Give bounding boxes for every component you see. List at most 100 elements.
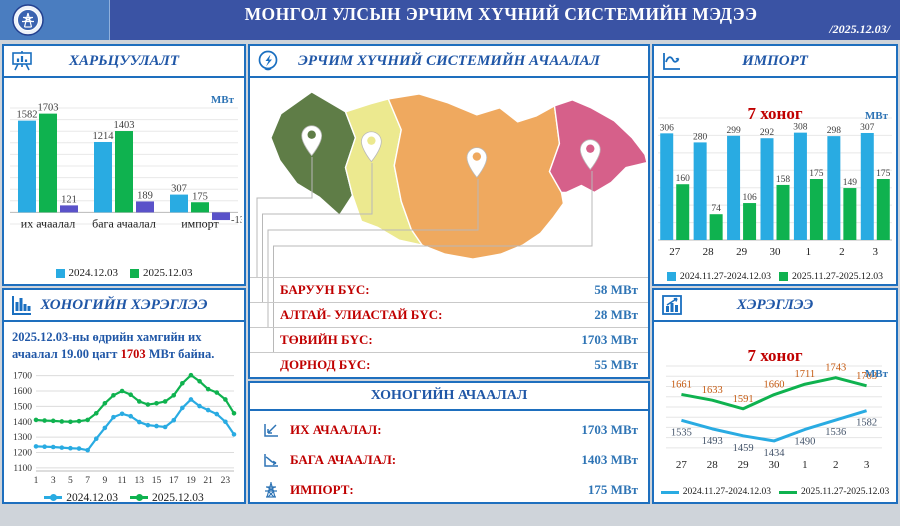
svg-text:17: 17 bbox=[169, 476, 179, 486]
svg-text:306: 306 bbox=[660, 123, 675, 133]
panel-map-header: ЭРЧИМ ХҮЧНИЙ СИСТЕМИЙН АЧААЛАЛ bbox=[250, 46, 648, 78]
svg-text:их ачаалал: их ачаалал bbox=[21, 216, 75, 230]
weekly-legend: 2024.11.27-2024.12.03 2025.11.27-2025.12.… bbox=[654, 487, 896, 497]
power-plug-circle-icon bbox=[250, 49, 286, 73]
daily-max-note: 2025.12.03-ны өдрийн хамгийн их ачаалал … bbox=[12, 330, 215, 361]
load-row-max: ИХ АЧААЛАЛ: 1703 МВт bbox=[262, 415, 638, 445]
panel-map-title: ЭРЧИМ ХҮЧНИЙ СИСТЕМИЙН АЧААЛАЛ bbox=[298, 52, 600, 69]
pin-west bbox=[301, 125, 323, 157]
svg-text:29: 29 bbox=[736, 246, 748, 258]
svg-text:1500: 1500 bbox=[13, 402, 32, 412]
svg-text:175: 175 bbox=[876, 169, 891, 179]
import-legend: 2024.11.27-2024.12.03 2025.11.27-2025.12.… bbox=[654, 271, 896, 282]
panel-comparison-title: ХАРЬЦУУЛАЛТ bbox=[69, 52, 179, 69]
min-load-trend-icon bbox=[264, 454, 278, 467]
svg-text:160: 160 bbox=[676, 174, 691, 184]
svg-text:307: 307 bbox=[860, 123, 875, 133]
histogram-icon bbox=[4, 293, 40, 317]
panel-daily-consumption: ХОНОГИЙН ХЭРЭГЛЭЭ 2025.12.03-ны өдрийн х… bbox=[2, 288, 246, 504]
legend-item: 2024.12.03 bbox=[55, 267, 118, 279]
svg-text:1459: 1459 bbox=[733, 443, 754, 454]
unit-label: МВт bbox=[210, 94, 234, 106]
svg-text:2: 2 bbox=[833, 459, 839, 471]
legend-item: 2024.11.27-2024.12.03 bbox=[660, 487, 771, 497]
svg-text:27: 27 bbox=[669, 246, 681, 258]
svg-text:1703: 1703 bbox=[38, 103, 59, 114]
import-subtitle: 7 хоног bbox=[747, 104, 803, 123]
svg-text:1591: 1591 bbox=[733, 394, 754, 405]
weekly-subtitle: 7 хоног bbox=[747, 346, 803, 365]
load-row-import: ИМПОРТ: 175 МВт bbox=[262, 475, 638, 505]
svg-text:7: 7 bbox=[85, 476, 90, 486]
svg-text:189: 189 bbox=[137, 190, 153, 201]
svg-text:1: 1 bbox=[806, 246, 812, 258]
unit-label: МВт bbox=[864, 368, 888, 380]
pylon-icon bbox=[265, 482, 277, 498]
pin-altai bbox=[361, 131, 382, 163]
svg-text:307: 307 bbox=[171, 184, 187, 195]
header-bar: МОНГОЛ УЛСЫН ЭРЧИМ ХҮЧНИЙ СИСТЕМИЙН МЭДЭ… bbox=[0, 0, 900, 40]
svg-text:1: 1 bbox=[34, 476, 39, 486]
region-row-central: ТӨВИЙН БҮС: 1703 МВт bbox=[250, 327, 648, 352]
legend-item: 2025.12.03 bbox=[130, 267, 193, 279]
region-row-altai: АЛТАЙ- УЛИАСТАЙ БҮС: 28 МВт bbox=[250, 302, 648, 327]
svg-text:13: 13 bbox=[135, 476, 145, 486]
svg-text:175: 175 bbox=[809, 169, 824, 179]
legend-item: 2025.12.03 bbox=[130, 492, 204, 504]
svg-text:1493: 1493 bbox=[702, 436, 723, 447]
region-row-east: ДОРНОД БҮС: 55 МВт bbox=[250, 352, 648, 377]
svg-text:15: 15 bbox=[152, 476, 162, 486]
region-row-west: БАРУУН БҮС: 58 МВт bbox=[250, 277, 648, 302]
panel-comparison-header: ХАРЬЦУУЛАЛТ bbox=[4, 46, 244, 78]
svg-text:1403: 1403 bbox=[114, 120, 135, 131]
daily-max-value: 1703 bbox=[120, 346, 146, 361]
svg-text:-132: -132 bbox=[231, 215, 242, 226]
comparison-bar-chart: 1582 1703 121 их ачаалал 1214 1403 189 бага ача… bbox=[4, 92, 250, 265]
panel-daily-header: ХОНОГИЙН ХЭРЭГЛЭЭ bbox=[4, 290, 244, 322]
energy-system-logo-icon bbox=[12, 4, 44, 36]
svg-text:299: 299 bbox=[726, 126, 741, 136]
svg-text:1703: 1703 bbox=[856, 371, 877, 382]
svg-text:21: 21 bbox=[203, 476, 213, 486]
load-row-min: БАГА АЧААЛАЛ: 1403 МВт bbox=[262, 445, 638, 475]
panel-weekly-header: ХЭРЭГЛЭЭ bbox=[654, 290, 896, 322]
svg-text:121: 121 bbox=[61, 194, 77, 205]
panel-import-header: ИМПОРТ bbox=[654, 46, 896, 78]
svg-text:1200: 1200 bbox=[13, 448, 32, 458]
presentation-chart-icon bbox=[4, 49, 40, 73]
svg-text:1100: 1100 bbox=[13, 464, 32, 474]
panel-import-title: ИМПОРТ bbox=[742, 52, 808, 69]
svg-text:3: 3 bbox=[873, 246, 879, 258]
legend-item: 2024.12.03 bbox=[44, 492, 118, 504]
svg-text:1711: 1711 bbox=[795, 369, 816, 380]
svg-text:28: 28 bbox=[707, 459, 719, 471]
wave-chart-icon bbox=[654, 49, 690, 73]
svg-text:5: 5 bbox=[68, 476, 73, 486]
panel-system-load: ЭРЧИМ ХҮЧНИЙ СИСТЕМИЙН АЧААЛАЛ bbox=[248, 44, 650, 379]
svg-text:импорт: импорт bbox=[181, 216, 219, 230]
svg-text:1214: 1214 bbox=[93, 131, 115, 142]
panel-weekly-title: ХЭРЭГЛЭЭ bbox=[736, 296, 814, 313]
svg-text:3: 3 bbox=[864, 459, 870, 471]
svg-text:1582: 1582 bbox=[856, 418, 877, 429]
svg-text:1743: 1743 bbox=[825, 363, 846, 374]
svg-text:1490: 1490 bbox=[794, 436, 815, 447]
panel-comparison: ХАРЬЦУУЛАЛТ МВт 1582 1703 121 их ачаалал 121… bbox=[2, 44, 250, 286]
panel-load-header: ХОНОГИЙН АЧААЛАЛ bbox=[250, 383, 648, 411]
comparison-legend: 2024.12.03 2025.12.03 bbox=[4, 267, 244, 279]
svg-text:1: 1 bbox=[802, 459, 808, 471]
panel-weekly-consumption: ХЭРЭГЛЭЭ 7 хоног МВт 27 28 29 30 1 2 3 1535 1493… bbox=[652, 288, 898, 504]
panel-daily-load: ХОНОГИЙН АЧААЛАЛ ИХ АЧААЛАЛ: 1703 МВт БА… bbox=[248, 381, 650, 504]
import-bar-chart: 306 160 27 280 74 28 299 106 29 292 158 30 308 175 1 29… bbox=[654, 102, 896, 271]
svg-text:74: 74 bbox=[711, 204, 721, 214]
svg-text:1300: 1300 bbox=[13, 433, 32, 443]
svg-text:2: 2 bbox=[839, 246, 845, 258]
daily-legend: 2024.12.03 2025.12.03 bbox=[4, 492, 244, 504]
svg-text:175: 175 bbox=[192, 191, 208, 202]
svg-text:308: 308 bbox=[793, 123, 808, 133]
svg-text:149: 149 bbox=[843, 178, 858, 188]
svg-text:106: 106 bbox=[742, 193, 757, 203]
svg-text:1536: 1536 bbox=[825, 427, 846, 438]
report-date: /2025.12.03/ bbox=[829, 22, 890, 36]
daily-line-chart: 1100 1200 1300 1400 1500 1600 1700 1 3 5 7 9 11 13 15 1… bbox=[4, 365, 244, 492]
